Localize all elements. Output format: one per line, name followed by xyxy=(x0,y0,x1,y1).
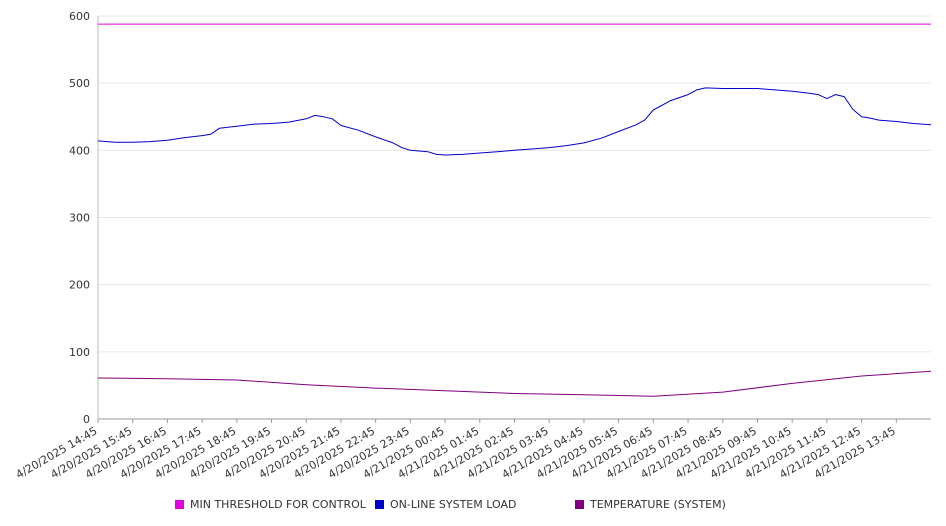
legend-label-temperature: TEMPERATURE (SYSTEM) xyxy=(590,498,726,511)
y-tick-label-400: 400 xyxy=(69,144,90,157)
legend-item-temperature[interactable]: TEMPERATURE (SYSTEM) xyxy=(575,498,726,511)
series-line-2 xyxy=(97,370,932,397)
series-line-1 xyxy=(97,87,932,156)
y-tick-label-200: 200 xyxy=(69,279,90,292)
legend-item-system-load[interactable]: ON-LINE SYSTEM LOAD xyxy=(375,498,516,511)
y-tick-label-300: 300 xyxy=(69,212,90,225)
y-tick-label-0: 0 xyxy=(83,413,90,426)
y-tick-label-500: 500 xyxy=(69,77,90,90)
y-tick-label-100: 100 xyxy=(69,346,90,359)
legend-label-min-threshold: MIN THRESHOLD FOR CONTROL xyxy=(190,498,366,511)
legend-item-min-threshold[interactable]: MIN THRESHOLD FOR CONTROL xyxy=(175,498,366,511)
chart-legend: MIN THRESHOLD FOR CONTROL ON-LINE SYSTEM… xyxy=(0,498,946,514)
legend-swatch-system-load xyxy=(375,500,384,509)
legend-swatch-min-threshold xyxy=(175,500,184,509)
y-tick-label-600: 600 xyxy=(69,10,90,23)
legend-swatch-temperature xyxy=(575,500,584,509)
legend-label-system-load: ON-LINE SYSTEM LOAD xyxy=(390,498,517,511)
